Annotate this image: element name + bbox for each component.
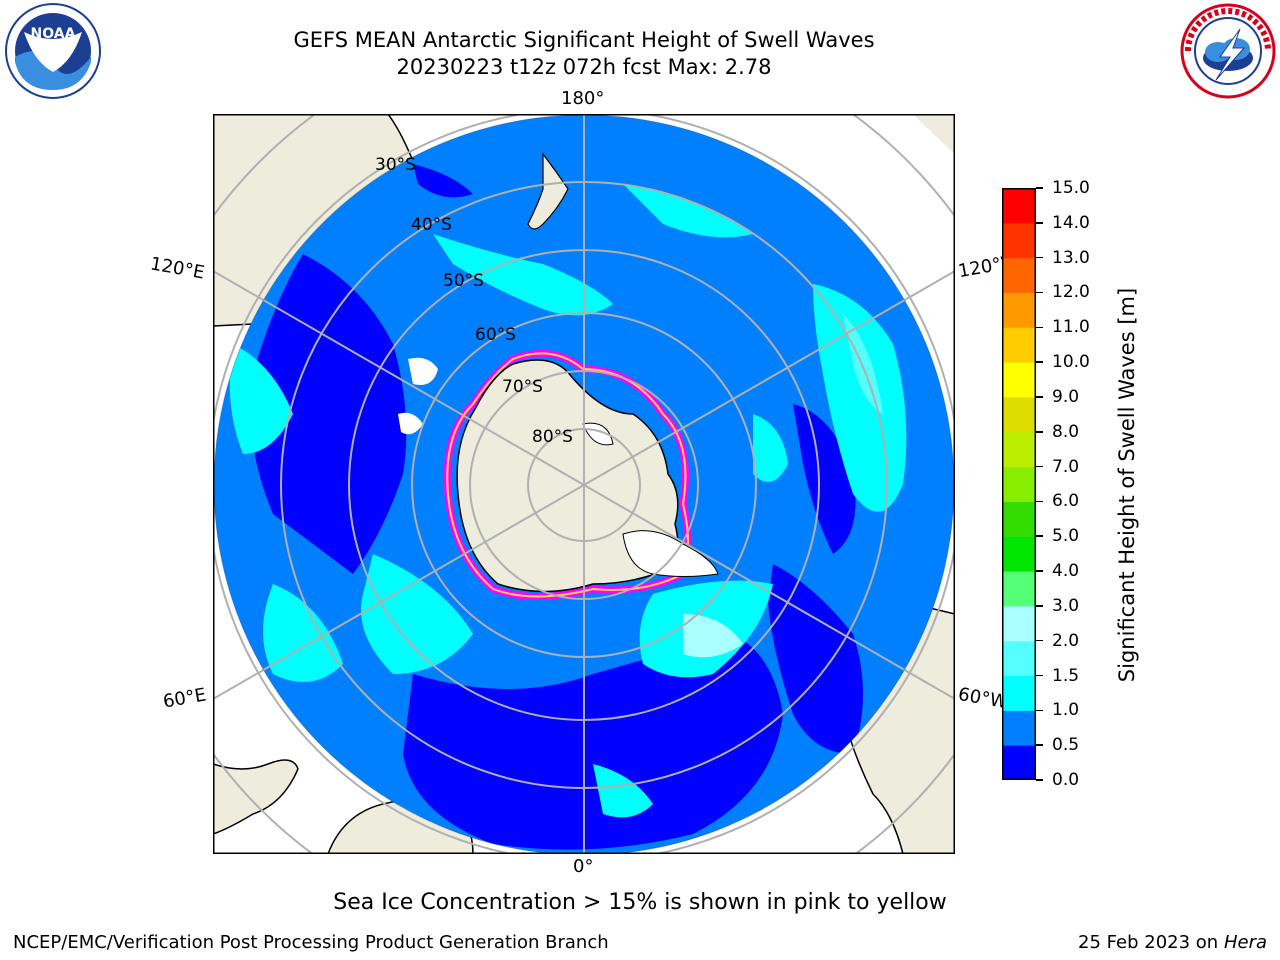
colorbar <box>1002 188 1036 780</box>
colorbar-swatch <box>1002 675 1036 711</box>
colorbar-tick-label: 15.0 <box>1052 178 1090 198</box>
footer-credit: NCEP/EMC/Verification Post Processing Pr… <box>13 932 609 953</box>
colorbar-tick <box>1036 674 1043 677</box>
lon-label-120e: 120°E <box>148 253 207 284</box>
colorbar-tick-label: 2.0 <box>1052 630 1080 651</box>
colorbar-swatch <box>1002 257 1036 293</box>
colorbar-swatch <box>1002 188 1036 224</box>
colorbar-swatch <box>1002 501 1036 537</box>
colorbar-tick <box>1036 500 1043 503</box>
colorbar-swatch <box>1002 571 1036 607</box>
colorbar-border <box>1002 188 1036 780</box>
colorbar-tick-label: 4.0 <box>1052 561 1080 582</box>
colorbar-tick <box>1036 465 1043 468</box>
lon-label-60w-clip: 60°W <box>955 682 1003 722</box>
colorbar-tick-label: 6.0 <box>1052 491 1080 512</box>
colorbar-tick-label: 1.5 <box>1052 665 1080 686</box>
footer-date: 25 Feb 2023 on Hera <box>1078 932 1267 953</box>
chart-title: GEFS MEAN Antarctic Significant Height o… <box>293 28 875 52</box>
colorbar-tick-label: 7.0 <box>1052 456 1080 477</box>
nws-logo-icon <box>1180 3 1276 99</box>
noaa-logo-icon: NOAA <box>5 3 101 99</box>
chart-subtitle: 20230223 t12z 072h fcst Max: 2.78 <box>396 55 772 79</box>
footer-date-text: 25 Feb 2023 on <box>1078 932 1219 953</box>
colorbar-tick-label: 0.5 <box>1052 735 1080 756</box>
colorbar-swatch <box>1002 222 1036 259</box>
colorbar-tick <box>1036 744 1043 746</box>
colorbar-tick-label: 3.0 <box>1052 595 1080 616</box>
colorbar-tick <box>1036 187 1043 189</box>
colorbar-swatch <box>1002 362 1036 398</box>
lon-label-120w: 120°W <box>956 250 1003 283</box>
colorbar-tick-label: 9.0 <box>1052 386 1080 407</box>
colorbar-tick <box>1036 535 1043 537</box>
colorbar-tick <box>1036 605 1043 607</box>
footer-host: Hera <box>1223 932 1267 953</box>
graticule <box>213 114 955 854</box>
lat-label-60s: 60°S <box>475 325 516 345</box>
lon-label-60w: 60°W <box>956 683 1003 714</box>
colorbar-label: Significant Height of Swell Waves [m] <box>1115 287 1139 683</box>
colorbar-tick <box>1036 709 1043 712</box>
colorbar-tick <box>1036 779 1043 781</box>
colorbar-swatch <box>1002 640 1036 677</box>
lat-label-80s: 80°S <box>532 427 573 447</box>
colorbar-tick-label: 0.0 <box>1052 770 1080 790</box>
colorbar-tick <box>1036 639 1043 642</box>
lat-label-70s: 70°S <box>502 377 543 397</box>
colorbar-tick-label: 12.0 <box>1052 282 1090 303</box>
colorbar-tick-label: 8.0 <box>1052 421 1080 442</box>
colorbar-swatch <box>1002 605 1036 642</box>
colorbar-tick-label: 1.0 <box>1052 700 1080 721</box>
colorbar-swatch <box>1002 292 1036 328</box>
colorbar-tick-label: 10.0 <box>1052 352 1090 373</box>
polar-map: 30°S 40°S 50°S 60°S 70°S 80°S <box>213 114 955 854</box>
colorbar-swatch <box>1002 710 1036 746</box>
lat-label-40s: 40°S <box>411 215 452 235</box>
colorbar-swatch <box>1002 536 1036 572</box>
lon-label-180: 180° <box>561 88 605 109</box>
colorbar-swatch <box>1002 431 1036 468</box>
colorbar-tick <box>1036 431 1043 433</box>
colorbar-swatch <box>1002 745 1036 780</box>
sea-ice-note: Sea Ice Concentration > 15% is shown in … <box>333 890 947 915</box>
lon-label-0: 0° <box>573 856 594 877</box>
colorbar-tick-label: 11.0 <box>1052 317 1090 338</box>
lat-label-30s: 30°S <box>375 155 416 175</box>
lat-label-50s: 50°S <box>443 271 484 291</box>
colorbar-tick <box>1036 570 1043 572</box>
colorbar-swatch <box>1002 466 1036 502</box>
lon-label-60e: 60°E <box>161 684 208 713</box>
colorbar-tick <box>1036 256 1043 259</box>
colorbar-swatch <box>1002 327 1036 363</box>
colorbar-tick <box>1036 361 1043 363</box>
lon-label-120w-clip: 120°W <box>955 250 1003 290</box>
colorbar-tick-label: 14.0 <box>1052 212 1090 233</box>
colorbar-swatch <box>1002 396 1036 433</box>
colorbar-tick <box>1036 222 1043 224</box>
colorbar-tick-label: 13.0 <box>1052 247 1090 268</box>
colorbar-tick <box>1036 326 1043 329</box>
colorbar-tick <box>1036 396 1043 398</box>
colorbar-tick-label: 5.0 <box>1052 526 1080 547</box>
svg-text:NOAA: NOAA <box>31 26 76 42</box>
colorbar-tick <box>1036 291 1043 294</box>
